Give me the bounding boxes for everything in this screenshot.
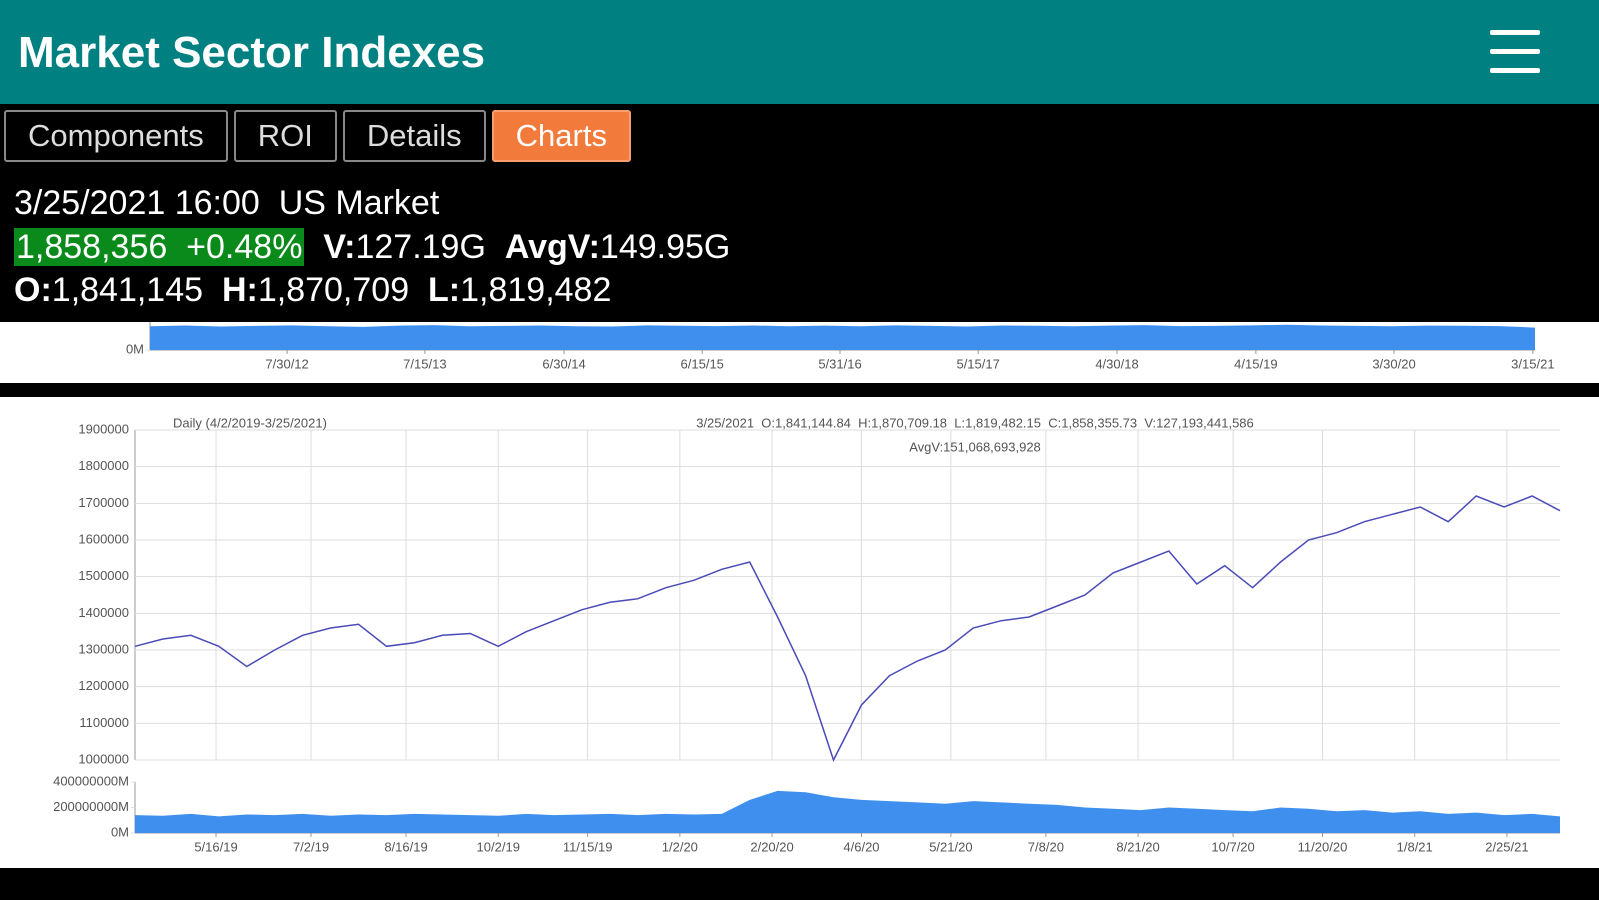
y-tick-label: 1600000 — [78, 531, 129, 546]
x-tick-label: 3/15/21 — [1511, 356, 1554, 371]
x-tick-label: 8/21/20 — [1116, 839, 1159, 854]
x-tick-label: 2/25/21 — [1485, 839, 1528, 854]
chart-panel — [0, 397, 1599, 868]
chart-title: Daily (4/2/2019-3/25/2021) — [173, 415, 327, 430]
x-tick-label: 4/15/19 — [1234, 356, 1277, 371]
market: US Market — [278, 184, 440, 222]
quote-line: 3/25/2021 16:00 US Market — [14, 184, 439, 223]
price-change: 1,858,356 +0.48% — [14, 228, 305, 266]
quote-line: O:1,841,145 H:1,870,709 L:1,819,482 — [14, 271, 611, 310]
y-tick-label: 0M — [126, 341, 144, 356]
annotation: AvgV:151,068,693,928 — [909, 439, 1041, 454]
y-tick-label: 1900000 — [78, 421, 129, 436]
x-tick-label: 7/2/19 — [293, 839, 329, 854]
y-tick-label: 1400000 — [78, 605, 129, 620]
menu-button[interactable] — [1490, 30, 1540, 76]
y-tick-label: 1500000 — [78, 568, 129, 583]
y-tick-label: 1700000 — [78, 495, 129, 510]
x-tick-label: 5/15/17 — [956, 356, 999, 371]
x-tick-label: 1/2/20 — [662, 839, 698, 854]
volume-area — [150, 324, 1535, 350]
value: 1,841,145 — [51, 271, 204, 309]
tab-bar: Components ROI Details Charts — [4, 110, 631, 162]
value: 1,819,482 — [460, 271, 612, 309]
x-tick-label: 5/31/16 — [818, 356, 861, 371]
price: 1,858,356 — [16, 228, 168, 266]
value: 149.95G — [599, 228, 731, 266]
x-tick-label: 5/16/19 — [194, 839, 237, 854]
y-tick-label: 200000000M — [53, 799, 129, 814]
x-tick-label: 7/15/13 — [403, 356, 446, 371]
tab[interactable]: Components — [4, 110, 228, 162]
annotation: 3/25/2021 O:1,841,144.84 H:1,870,709.18 … — [696, 415, 1254, 430]
value: 127.19G — [355, 228, 486, 266]
x-tick-label: 6/15/15 — [681, 356, 724, 371]
x-tick-label: 5/21/20 — [929, 839, 972, 854]
x-tick-label: 3/30/20 — [1372, 356, 1415, 371]
x-tick-label: 1/8/21 — [1397, 839, 1433, 854]
app-title: Market Sector Indexes — [18, 28, 486, 77]
label: O: — [14, 271, 52, 309]
tab[interactable]: Details — [342, 110, 486, 162]
label: AvgV: — [504, 228, 600, 266]
datetime: 3/25/2021 16:00 — [14, 184, 260, 222]
label: L: — [428, 271, 461, 309]
x-tick-label: 4/6/20 — [843, 839, 879, 854]
y-tick-label: 1200000 — [78, 678, 129, 693]
quote-line: 1,858,356 +0.48% V:127.19G AvgV:149.95G — [14, 228, 730, 267]
y-tick-label: 0M — [111, 824, 129, 839]
x-tick-label: 10/7/20 — [1211, 839, 1254, 854]
volume-area — [135, 790, 1560, 833]
price-line — [134, 495, 1561, 762]
x-tick-label: 4/30/18 — [1095, 356, 1138, 371]
header: Market Sector Indexes — [0, 0, 1599, 104]
x-tick-label: 8/16/19 — [384, 839, 427, 854]
value: 1,870,709 — [257, 271, 410, 309]
change: +0.48% — [186, 228, 303, 266]
y-tick-label: 400000000M — [53, 773, 129, 788]
y-tick-label: 1000000 — [78, 751, 129, 766]
x-tick-label: 7/30/12 — [265, 356, 308, 371]
x-tick-label: 11/15/19 — [563, 839, 613, 854]
y-tick-label: 1800000 — [78, 458, 129, 473]
charts: 0M 7/30/12 7/15/13 6/30/14 6/15/15 5/31/16 5/1… — [0, 322, 1599, 868]
label: V: — [323, 228, 356, 266]
x-tick-label: 7/8/20 — [1028, 839, 1064, 854]
tab[interactable]: Charts — [491, 110, 631, 162]
label: H: — [221, 271, 258, 309]
x-tick-label: 11/20/20 — [1298, 839, 1348, 854]
y-tick-label: 1100000 — [79, 715, 129, 730]
x-tick-label: 2/20/20 — [750, 839, 793, 854]
x-tick-label: 10/2/19 — [477, 839, 520, 854]
tab[interactable]: ROI — [233, 110, 337, 162]
x-tick-label: 6/30/14 — [542, 356, 585, 371]
y-tick-label: 1300000 — [78, 641, 129, 656]
